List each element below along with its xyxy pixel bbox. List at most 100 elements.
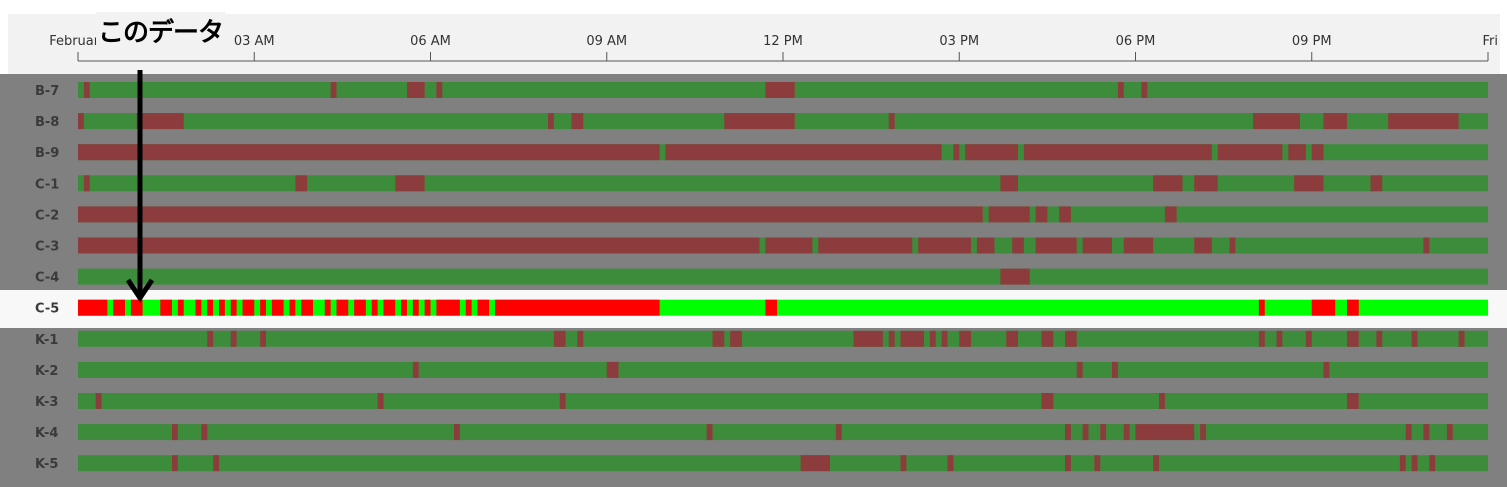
fail-segment — [1041, 330, 1054, 347]
row-C-3: C-3 — [35, 237, 1488, 255]
fail-segment — [1253, 113, 1300, 130]
row-C-2: C-2 — [35, 206, 1488, 223]
fail-segment — [371, 299, 378, 316]
fail-segment — [1141, 82, 1148, 98]
fail-segment — [383, 299, 396, 316]
fail-segment — [83, 82, 90, 98]
fail-segment — [1347, 393, 1359, 409]
row-K-5: K-5 — [35, 455, 1488, 472]
fail-segment — [765, 82, 795, 98]
fail-segment — [959, 330, 971, 347]
x-axis: February 03 AM 06 AM 09 AM 12 PM 03 PM 06 PM 09… — [49, 34, 1499, 62]
fail-segment — [965, 144, 1018, 161]
fail-segment — [1100, 424, 1107, 441]
fail-segment — [230, 299, 237, 316]
fail-segment — [1123, 424, 1130, 441]
fail-segment — [219, 299, 225, 316]
fail-segment — [1059, 206, 1071, 223]
fail-segment — [724, 113, 795, 130]
fail-segment — [888, 330, 895, 347]
fail-segment — [1000, 268, 1030, 285]
fail-segment — [1135, 424, 1195, 441]
row-ok-bar — [78, 361, 1488, 378]
fail-segment — [976, 237, 995, 254]
x-tick-label-5: 03 PM — [939, 34, 979, 49]
row-B-9: B-9 — [35, 144, 1488, 161]
fail-segment — [1012, 237, 1024, 254]
fail-segment — [301, 299, 313, 316]
fail-segment — [1258, 330, 1265, 347]
fail-segment — [1164, 206, 1177, 223]
time-axis-bar — [8, 14, 1500, 74]
fail-segment — [354, 299, 366, 316]
fail-segment — [395, 175, 425, 192]
fail-segment — [1347, 299, 1359, 316]
fail-segment — [407, 82, 425, 98]
fail-segment — [800, 455, 830, 472]
fail-segment — [242, 299, 255, 316]
fail-segment — [377, 393, 384, 409]
fail-segment — [83, 175, 90, 192]
fail-segment — [465, 299, 472, 316]
fail-segment — [260, 330, 266, 347]
row-label: C-2 — [35, 208, 59, 223]
fail-segment — [1446, 424, 1453, 441]
fail-segment — [1217, 144, 1283, 161]
fail-segment — [412, 299, 419, 316]
fail-segment — [1311, 144, 1324, 161]
row-K-2: K-2 — [35, 361, 1488, 379]
fail-segment — [1399, 455, 1406, 472]
fail-segment — [988, 206, 1030, 223]
fail-segment — [947, 455, 954, 472]
fail-segment — [424, 299, 431, 316]
row-ok-bar — [78, 330, 1488, 347]
row-C-1: C-1 — [35, 175, 1488, 192]
fail-segment — [324, 299, 331, 316]
fail-segment — [289, 299, 296, 316]
row-ok-bar — [78, 393, 1488, 409]
fail-segment — [177, 299, 184, 316]
fail-segment — [1035, 237, 1077, 254]
row-label: K-2 — [35, 364, 58, 379]
fail-segment — [1112, 361, 1118, 378]
row-label: B-7 — [35, 84, 59, 99]
fail-segment — [195, 299, 202, 316]
fail-segment — [553, 330, 566, 347]
fail-segment — [172, 424, 178, 441]
fail-segment — [113, 299, 125, 316]
fail-segment — [571, 113, 584, 130]
x-tick-label-6: 06 PM — [1116, 34, 1156, 49]
row-C-5: C-5 — [35, 299, 1488, 317]
fail-segment — [1294, 175, 1324, 192]
fail-segment — [900, 455, 907, 472]
row-B-8: B-8 — [35, 113, 1488, 130]
fail-segment — [1376, 330, 1383, 347]
fail-segment — [1423, 424, 1430, 441]
fail-segment — [207, 330, 214, 347]
fail-segment — [260, 299, 266, 316]
x-tick-label-8: Fri — [1483, 34, 1499, 49]
fail-segment — [1288, 144, 1306, 161]
fail-segment — [1276, 330, 1283, 347]
fail-segment — [712, 330, 725, 347]
fail-segment — [1411, 330, 1418, 347]
x-tick-label-0: February — [49, 34, 107, 49]
fail-segment — [436, 82, 443, 98]
row-ok-bar — [78, 455, 1488, 472]
fail-segment — [95, 393, 102, 409]
fail-segment — [495, 299, 660, 316]
fail-segment — [665, 144, 942, 161]
fail-segment — [1023, 144, 1212, 161]
row-label: K-5 — [35, 457, 58, 472]
fail-segment — [853, 330, 883, 347]
fail-segment — [765, 299, 778, 316]
fail-segment — [1153, 175, 1183, 192]
fail-segment — [953, 144, 960, 161]
fail-segment — [1323, 361, 1330, 378]
fail-segment — [577, 330, 584, 347]
fail-segment — [1323, 113, 1347, 130]
x-tick-label-4: 12 PM — [763, 34, 803, 49]
status-rows: B-7 B-8 B-9 C-1 C-2 C-3 C-4 C-5 K-1 K-2 K-3 K-4 K-5 — [35, 82, 1488, 472]
x-tick-label-7: 09 PM — [1292, 34, 1332, 49]
